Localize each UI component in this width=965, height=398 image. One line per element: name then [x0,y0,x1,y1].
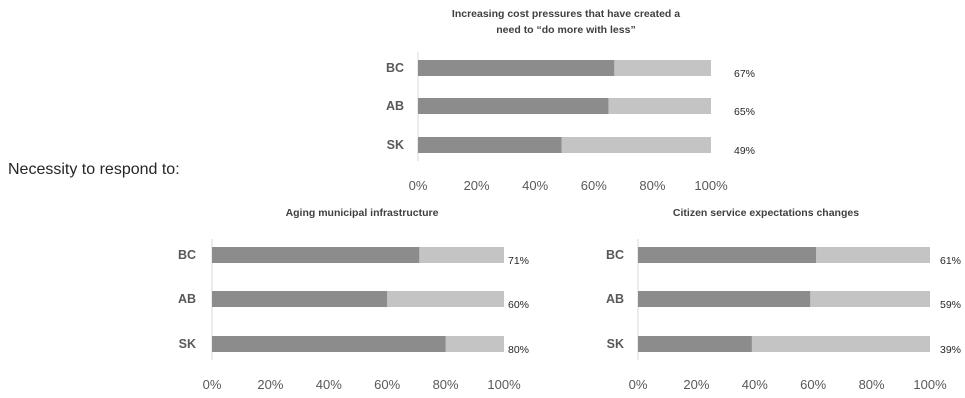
chart-1-bar-remainder-sk [445,336,504,352]
chart-1-x-tick-label-5: 100% [487,377,521,392]
chart-2-x-tick-label-1: 20% [683,377,709,392]
chart-2-bar-ab [638,291,811,307]
chart-1-x-tick-label-4: 80% [433,377,459,392]
chart-0-bar-ab [418,98,609,114]
chart-0-bar-remainder-sk [561,137,711,153]
chart-1-x-tick-label-2: 40% [316,377,342,392]
chart-0-data-label-sk: 49% [734,145,755,157]
chart-2-x-tick-label-3: 60% [800,377,826,392]
chart-0-bar-bc [418,60,615,76]
chart-0-bar-remainder-ab [608,98,711,114]
chart-2-category-label-ab: AB [606,292,624,306]
chart-1-bar-sk [212,336,446,352]
chart-0-data-label-bc: 67% [734,68,755,80]
chart-2-bar-remainder-ab [810,291,930,307]
chart-0-title-line-0: Increasing cost pressures that have crea… [452,8,680,20]
chart-1-bar-ab [212,291,388,307]
chart-1-data-label-bc: 71% [508,255,529,267]
chart-0-x-tick-label-0: 0% [409,178,428,193]
chart-0-x-tick-label-1: 20% [464,178,490,193]
chart-2-data-label-ab: 59% [940,299,961,311]
chart-2-bar-bc [638,247,817,263]
chart-2-data-label-sk: 39% [940,344,961,356]
chart-1-x-tick-label-3: 60% [374,377,400,392]
chart-2-bar-sk [638,336,752,352]
chart-1-data-label-sk: 80% [508,344,529,356]
chart-0-category-label-bc: BC [386,61,404,75]
intro-text: Necessity to respond to: [8,161,180,178]
chart-0-title-line-1: need to “do more with less” [496,24,635,36]
chart-2-category-label-bc: BC [606,248,624,262]
chart-0-bar-sk [418,137,562,153]
chart-1-category-label-bc: BC [178,248,196,262]
chart-2-x-tick-label-0: 0% [629,377,648,392]
chart-0-x-tick-label-2: 40% [522,178,548,193]
chart-0-x-tick-label-5: 100% [694,178,728,193]
chart-1-title-line-0: Aging municipal infrastructure [286,207,439,219]
chart-2-category-label-sk: SK [607,337,624,351]
chart-0-x-tick-label-3: 60% [581,178,607,193]
chart-1-bar-remainder-bc [419,247,504,263]
chart-0-category-label-ab: AB [386,99,404,113]
chart-1-category-label-sk: SK [179,337,196,351]
chart-0-category-label-sk: SK [387,138,404,152]
chart-0-bar-remainder-bc [614,60,711,76]
chart-1-x-tick-label-1: 20% [257,377,283,392]
chart-1-bar-remainder-ab [387,291,504,307]
chart-1-bar-bc [212,247,420,263]
chart-2-x-tick-label-5: 100% [913,377,947,392]
chart-0-x-tick-label-4: 80% [639,178,665,193]
chart-2-data-label-bc: 61% [940,255,961,267]
chart-1-x-tick-label-0: 0% [203,377,222,392]
chart-2-x-tick-label-2: 40% [742,377,768,392]
chart-0-data-label-ab: 65% [734,106,755,118]
chart-2-bar-remainder-bc [816,247,930,263]
chart-2-x-tick-label-4: 80% [859,377,885,392]
chart-1-data-label-ab: 60% [508,299,529,311]
chart-2-bar-remainder-sk [751,336,930,352]
chart-2-title-line-0: Citizen service expectations changes [673,207,859,219]
chart-1-category-label-ab: AB [178,292,196,306]
